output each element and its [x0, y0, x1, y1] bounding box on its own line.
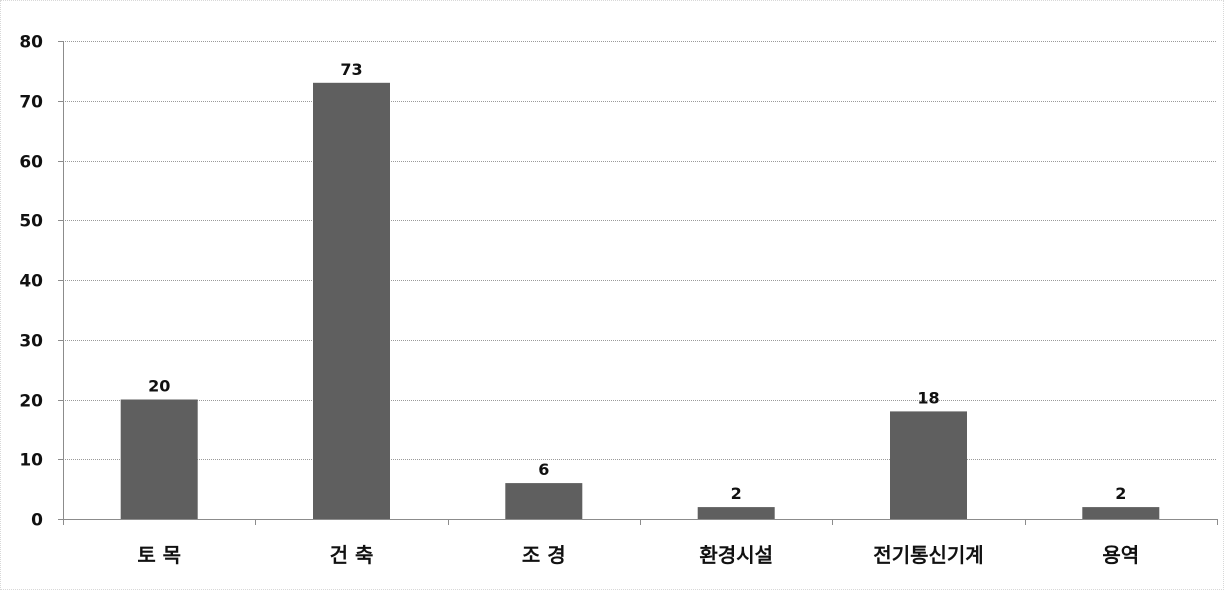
- x-category-label: 환경시설: [699, 543, 773, 567]
- y-tick-label: 40: [19, 272, 43, 292]
- bar-0: [120, 399, 198, 519]
- gridlines: [63, 41, 1217, 460]
- data-label: 73: [340, 60, 362, 79]
- bar-3: [697, 507, 775, 519]
- y-tick-label: 0: [31, 511, 43, 531]
- y-tick-label: 70: [19, 93, 43, 113]
- y-tick-label: 30: [19, 332, 43, 352]
- bars: [120, 82, 1160, 520]
- data-label: 18: [917, 388, 939, 407]
- y-tick-label: 20: [19, 392, 43, 412]
- bar-4: [890, 411, 967, 519]
- x-category-label: 건 축: [330, 543, 374, 567]
- data-label: 2: [1115, 484, 1126, 503]
- y-tick-label: 50: [19, 212, 43, 232]
- y-tick-label: 80: [19, 33, 43, 53]
- x-category-label: 토 목: [137, 543, 181, 567]
- y-tick-label: 60: [19, 153, 43, 173]
- data-label: 20: [148, 377, 170, 396]
- x-category-label: 전기통신기계: [873, 543, 983, 567]
- y-tick-label: 10: [19, 451, 43, 471]
- bar-2: [505, 483, 583, 519]
- axes: [58, 41, 1218, 525]
- bar-5: [1082, 507, 1160, 519]
- x-category-label: 용역: [1102, 543, 1139, 567]
- x-category-label: 조 경: [522, 543, 566, 567]
- labels: 0 10 20 30 40 50 60 70 80 20 토 목 73 건 축 6 조 경 2 환경시설 18 전기…: [19, 33, 1139, 568]
- data-label: 2: [731, 484, 742, 503]
- bar-1: [313, 82, 390, 520]
- data-label: 6: [538, 460, 549, 479]
